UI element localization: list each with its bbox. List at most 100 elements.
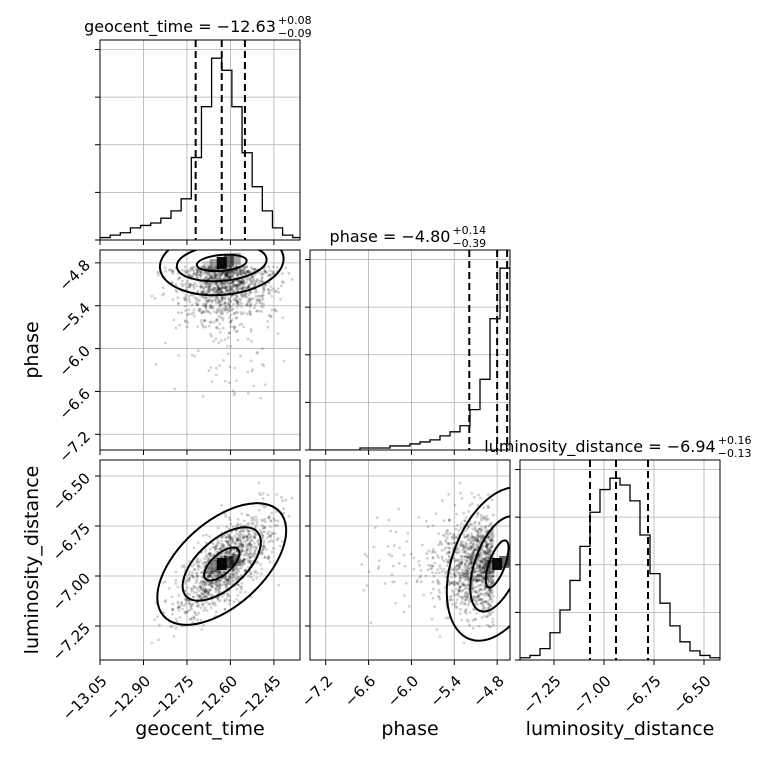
sample-point [478, 568, 482, 571]
sample-point [476, 603, 480, 606]
sample-point [489, 581, 493, 585]
sample-point [235, 299, 239, 303]
sample-point [479, 573, 483, 577]
sample-point [214, 604, 217, 607]
sample-point [213, 267, 217, 271]
sample-point [235, 300, 239, 304]
sample-point [269, 520, 273, 523]
sample-point [175, 290, 179, 294]
sample-point [490, 544, 494, 548]
sample-point [463, 554, 467, 558]
sample-point [232, 553, 236, 557]
sample-point [176, 606, 180, 609]
sample-point [471, 579, 475, 583]
sample-point [267, 515, 271, 518]
sample-point [483, 551, 487, 555]
sample-point [261, 519, 265, 523]
sample-point [226, 553, 230, 557]
sample-point [210, 299, 214, 303]
sample-point [224, 289, 228, 293]
sample-point [481, 565, 485, 569]
sample-point [245, 557, 249, 561]
sample-point [235, 567, 239, 570]
sample-point [180, 282, 184, 286]
sample-point [467, 547, 471, 551]
sample-point [228, 598, 232, 602]
sample-point [452, 557, 456, 561]
sample-point [261, 272, 265, 276]
sample-point [438, 540, 442, 544]
sample-point [475, 566, 479, 569]
sample-point [369, 621, 373, 625]
sample-point [447, 546, 451, 550]
sample-point [287, 514, 291, 518]
sample-point [466, 587, 470, 591]
sample-point [216, 584, 220, 588]
sample-point [476, 594, 480, 598]
sample-point [487, 571, 491, 575]
sample-point [418, 563, 421, 567]
sample-point [483, 567, 486, 570]
sample-point [244, 287, 248, 291]
contour-level [175, 250, 268, 283]
sample-point [224, 274, 228, 277]
sample-point [176, 585, 180, 589]
sample-point [173, 387, 177, 391]
sample-point [475, 596, 479, 600]
sample-point [225, 273, 229, 277]
sample-point [216, 273, 220, 277]
sample-point [462, 532, 466, 536]
sample-point [235, 283, 238, 287]
sample-point [464, 584, 468, 588]
sample-point [214, 297, 217, 301]
sample-point [249, 276, 253, 280]
sample-point [469, 541, 473, 544]
sample-point [225, 289, 229, 293]
sample-point [188, 282, 192, 286]
sample-point [203, 582, 207, 586]
sample-point [197, 564, 201, 568]
sample-point [466, 559, 470, 562]
sample-point [196, 274, 199, 278]
sample-point [446, 560, 449, 564]
sample-point [225, 275, 229, 279]
sample-point [469, 560, 473, 564]
sample-point [363, 552, 367, 556]
sample-point [208, 551, 211, 555]
sample-point [479, 556, 483, 559]
sample-point [483, 557, 487, 561]
sample-point [452, 536, 456, 540]
sample-point [200, 628, 204, 631]
sample-point [237, 282, 241, 286]
sample-point [447, 551, 451, 555]
sample-point [466, 571, 470, 575]
sample-point [226, 273, 230, 277]
sample-point [482, 506, 485, 510]
sample-point [455, 606, 459, 609]
sample-point [480, 559, 484, 563]
sample-point [479, 587, 482, 591]
sample-point [422, 593, 426, 597]
sample-point [188, 593, 192, 596]
sample-point [241, 270, 245, 274]
sample-point [202, 325, 205, 329]
sample-point [239, 273, 243, 277]
sample-point [483, 585, 487, 589]
sample-point [242, 269, 246, 273]
sample-point [206, 591, 210, 594]
sample-point [271, 539, 275, 543]
sample-point [200, 592, 204, 596]
sample-point [191, 293, 195, 297]
sample-point [482, 557, 486, 560]
sample-point [177, 354, 181, 357]
hist-panel-geocent_time: geocent_time = −12.63 +0.08−0.09 [84, 14, 312, 245]
sample-point [239, 354, 242, 358]
sample-point [470, 532, 474, 536]
sample-point [487, 570, 491, 574]
sample-point [190, 573, 194, 577]
sample-point [481, 607, 485, 611]
panel-frame [309, 459, 511, 661]
sample-point [453, 503, 457, 507]
sample-point [250, 521, 254, 525]
sample-point [480, 536, 484, 540]
